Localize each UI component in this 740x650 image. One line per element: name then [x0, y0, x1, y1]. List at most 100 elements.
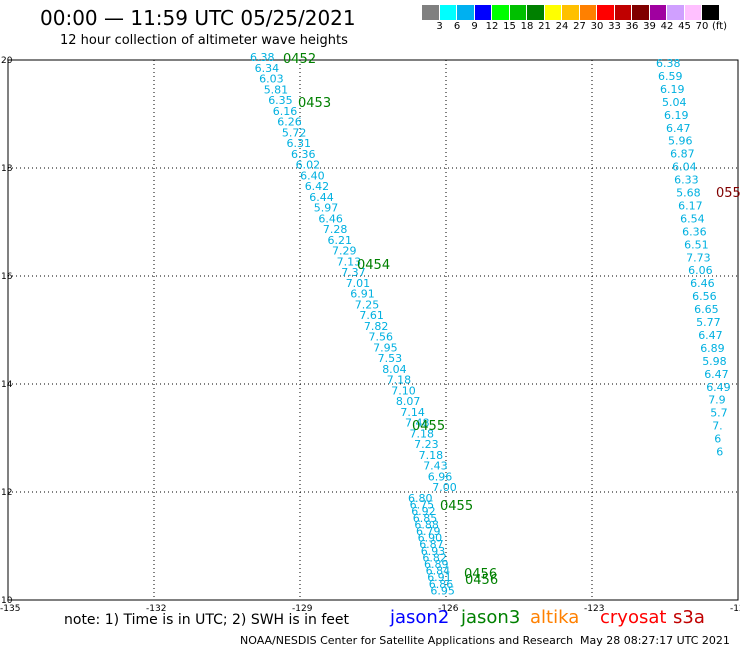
wave-height-value: 5.68 — [676, 187, 701, 200]
wave-height-value: 5.72 — [282, 126, 307, 139]
scale-swatch — [527, 5, 545, 20]
wave-height-value: 6.65 — [694, 303, 719, 316]
wave-height-value: 6.26 — [277, 116, 302, 129]
wave-height-value: 6.46 — [690, 277, 715, 290]
wave-height-value: 6.85 — [413, 512, 438, 525]
scale-swatch — [422, 5, 440, 20]
scale-swatch — [579, 5, 597, 20]
color-scale — [422, 5, 720, 20]
wave-height-value: 6.17 — [678, 199, 703, 212]
plot-frame — [7, 59, 739, 601]
wave-height-value: 6.42 — [305, 180, 330, 193]
scale-label: 12 — [485, 21, 499, 32]
wave-height-value: 6.38 — [656, 57, 681, 70]
wave-height-value: 5.97 — [314, 202, 339, 215]
scale-label: 24 — [555, 21, 569, 32]
legend-jason2: jason2 — [390, 607, 450, 628]
wave-height-value: 6.82 — [422, 551, 447, 564]
scale-label: 30 — [590, 21, 604, 32]
lat-label: 12 — [1, 488, 12, 498]
legend-altika: altika — [530, 607, 580, 628]
scale-label: 3 — [436, 21, 443, 32]
wave-height-value: 8.07 — [396, 395, 421, 408]
wave-height-value: 6.51 — [684, 238, 709, 251]
wave-height-value: 6.89 — [700, 342, 725, 355]
wave-height-value: 7.10 — [391, 384, 416, 397]
wave-height-value: 7.01 — [346, 277, 371, 290]
scale-swatch — [597, 5, 615, 20]
generation-timestamp: May 28 08:27:17 UTC 2021 — [580, 634, 730, 647]
legend-s3a: s3a — [673, 607, 705, 628]
lon-label: -123 — [584, 604, 604, 614]
scale-label: 6 — [453, 21, 461, 32]
wave-height-value: 8.04 — [382, 363, 407, 376]
footer-note: note: 1) Time is in UTC; 2) SWH is in fe… — [64, 612, 350, 628]
wave-height-value: 6.91 — [427, 571, 452, 584]
wave-height-value: 6.31 — [287, 137, 312, 150]
wave-height-value: 6.75 — [410, 499, 435, 512]
wave-height-value: 7.43 — [423, 460, 448, 473]
wave-height-value: 6.87 — [670, 148, 695, 161]
scale-label: 21 — [538, 21, 551, 32]
wave-height-value: 6.89 — [424, 558, 449, 571]
wave-height-value: 6.34 — [255, 62, 280, 75]
wave-height-value: 6.46 — [318, 212, 343, 225]
wave-height-value: 7.37 — [341, 266, 366, 279]
scale-label: 45 — [678, 21, 691, 32]
wave-height-value: 6.19 — [664, 109, 689, 122]
color-scale-labels: 3 6 9 12 15 18 21 24 27 30 33 36 39 42 45 70 (ft) — [422, 21, 740, 35]
wave-height-value: 6.36 — [291, 148, 316, 161]
scale-swatch — [649, 5, 667, 20]
lat-label: 16 — [1, 272, 13, 282]
wave-height-value: 7. — [712, 420, 723, 433]
wave-height-value: 6.21 — [328, 234, 353, 247]
wave-height-value: 6.84 — [426, 565, 451, 578]
wave-height-value: 6.86 — [429, 578, 454, 591]
scale-label: 36 — [625, 21, 639, 32]
wave-height-value: 6.93 — [421, 545, 446, 558]
wave-height-value: 6.47 — [666, 122, 691, 135]
scale-label: 42 — [660, 21, 674, 32]
wave-height-value: 6.90 — [418, 532, 443, 545]
wave-height-value: 6.49 — [706, 381, 731, 394]
wave-height-value: 6.35 — [268, 94, 293, 107]
wave-height-value: 7.18 — [419, 449, 444, 462]
legend-cryosat: cryosat — [600, 607, 667, 628]
wave-height-value: 6.95 — [430, 584, 455, 597]
wave-height-value: 6.36 — [682, 225, 707, 238]
wave-height-value: 6.79 — [416, 525, 441, 538]
wave-height-value: 7.00 — [432, 481, 457, 494]
pass-time-label: 0453 — [298, 96, 331, 111]
wave-height-value: 6.19 — [660, 83, 685, 96]
lat-label: 14 — [1, 380, 13, 390]
wave-height-value: 7.25 — [355, 298, 380, 311]
lon-label: -135 — [0, 604, 20, 614]
wave-height-value: 6.87 — [419, 538, 444, 551]
lat-label: 18 — [1, 164, 13, 174]
scale-swatch — [702, 5, 720, 20]
wave-height-value: 6.38 — [250, 51, 275, 64]
wave-height-value: 6.92 — [411, 505, 436, 518]
wave-height-value: 6.47 — [698, 329, 723, 342]
pass-time-label: 0455 — [412, 419, 445, 434]
scale-label: 18 — [520, 21, 534, 32]
scale-swatch — [509, 5, 527, 20]
scale-swatch — [667, 5, 685, 20]
scale-swatch — [632, 5, 650, 20]
wave-height-value: 6.54 — [680, 212, 705, 225]
wave-height-value: 7.56 — [369, 331, 394, 344]
wave-height-value: 6 — [714, 433, 721, 446]
wave-height-value: 7.61 — [359, 309, 384, 322]
wave-height-value: 6.88 — [414, 518, 439, 531]
wave-height-value: 7.82 — [364, 320, 389, 333]
wave-height-value: 6.44 — [309, 191, 334, 204]
scale-swatch — [544, 5, 562, 20]
scale-swatch — [562, 5, 580, 20]
scale-swatch — [457, 5, 475, 20]
wave-height-value: 6.59 — [658, 70, 683, 83]
wave-height-value: 5.98 — [702, 355, 727, 368]
scale-label: 9 — [471, 21, 478, 32]
wave-height-value: 6.16 — [273, 105, 298, 118]
wave-height-value: 5.04 — [662, 96, 687, 109]
